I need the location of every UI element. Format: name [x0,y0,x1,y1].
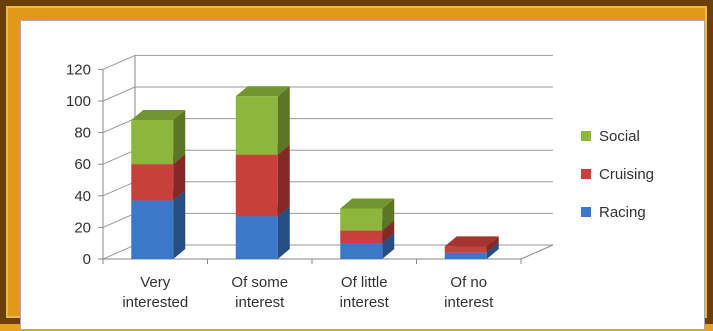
gridline-side [102,212,136,228]
floor-edge [520,244,554,260]
bar-very-interested-cruising-front [131,164,174,201]
bar-very-interested-racing-front [131,200,174,259]
bar-of-little-interest-social [340,198,395,231]
bar-of-some-interest-racing-side [277,206,290,259]
bars [131,86,499,259]
bar-of-little-interest-racing-side [382,233,395,259]
bar-of-some-interest-social-front [235,96,278,155]
y-tick-labels: 0 20 40 60 80 100 120 [66,61,103,268]
bar-of-some-interest-racing-front [235,216,278,259]
x-tick-label-very-interested: Very interested [122,274,188,311]
bar-of-little-interest-social-front [340,208,383,231]
bar-of-some-interest-social-side [277,86,290,155]
bar-of-little-interest-social-side [382,198,395,231]
bar-very-interested-racing [131,190,186,259]
gridline-side [102,149,136,165]
bar-of-no-interest-cruising-front [444,246,487,253]
y-tick-label: 60 [74,156,91,173]
legend-swatch-social [581,131,591,141]
bar-of-some-interest-cruising [235,144,290,217]
bar-of-no-interest-cruising-side [486,236,499,253]
bar-of-some-interest-social [235,86,290,155]
legend-label-cruising: Cruising [599,166,654,183]
bar-very-interested-social [131,109,186,165]
y-tick-label: 0 [83,251,91,268]
bar-of-some-interest-cruising-side [277,144,290,217]
stacked-3d-column-chart: 0 20 40 60 80 100 120 Very interested Of some inte… [66,54,654,311]
bar-very-interested-social-top [131,109,186,120]
legend-swatch-racing [581,207,591,217]
chart-area: 0 20 40 60 80 100 120 Very interested Of some inte… [20,20,705,330]
y-tick-label: 20 [74,219,91,236]
gridline-side [102,118,136,134]
gridlines [102,54,553,260]
bar-of-no-interest-racing-side [486,242,499,259]
gridline-side [102,244,136,260]
x-tick-label-of-some-interest: Of some interest [231,274,288,311]
legend-swatch-cruising [581,169,591,179]
bar-of-no-interest-racing-front [444,252,487,259]
bar-very-interested-social-side [173,109,186,165]
y-tick-label: 80 [74,125,91,142]
gridline-side [102,86,136,102]
y-tick-label: 40 [74,188,91,205]
gridline-side [102,181,136,197]
bar-very-interested-cruising-side [173,154,186,201]
gridline-side [102,54,136,70]
legend-label-social: Social [599,128,640,145]
legend: Social Cruising Racing [581,128,654,221]
bar-of-little-interest-cruising-front [340,230,383,244]
bar-of-no-interest-cruising-top [444,236,499,247]
x-tick-label-of-no-interest: Of no interest [444,274,494,311]
bar-of-little-interest-social-top [340,198,395,209]
bar-very-interested-social-front [131,119,174,165]
bar-very-interested-racing-side [173,190,186,259]
bar-of-no-interest-cruising [444,236,499,253]
y-tick-label: 120 [66,61,91,78]
bar-of-little-interest-racing-front [340,243,383,259]
x-tick-label-of-little-interest: Of little interest [340,274,390,311]
bar-of-little-interest-cruising-side [382,220,395,244]
y-tick-label: 100 [66,93,91,110]
legend-label-racing: Racing [599,204,646,221]
bar-of-some-interest-cruising-front [235,154,278,217]
bar-of-some-interest-social-top [235,86,290,97]
